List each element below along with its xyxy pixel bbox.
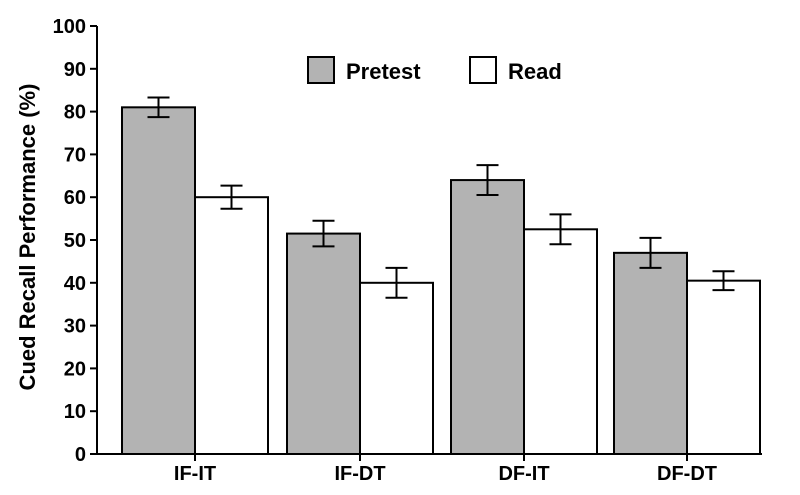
y-tick-label: 40 bbox=[64, 273, 86, 295]
bar-pretest-if-dt bbox=[286, 232, 361, 455]
error-bar-pretest-df-dt bbox=[639, 236, 662, 269]
y-tick-label: 30 bbox=[64, 316, 86, 338]
bar-pretest-if-it bbox=[121, 106, 196, 455]
y-axis-title: Cued Recall Performance (%) bbox=[15, 84, 40, 391]
y-tick-label: 100 bbox=[53, 16, 86, 38]
y-tick-label: 60 bbox=[64, 187, 86, 209]
error-bar-pretest-if-dt bbox=[312, 219, 335, 248]
y-axis-title-group: Cued Recall Performance (%) bbox=[15, 84, 40, 391]
y-tick-label: 20 bbox=[64, 358, 86, 380]
bar-read-if-dt bbox=[359, 281, 434, 455]
legend-label-pretest: Pretest bbox=[346, 59, 421, 84]
y-tick-label: 50 bbox=[64, 230, 86, 252]
bar-read-df-dt bbox=[686, 279, 761, 455]
x-tick-label: DF-DT bbox=[657, 463, 717, 485]
bar-pretest-df-dt bbox=[613, 251, 688, 455]
y-tick-label: 80 bbox=[64, 102, 86, 124]
legend-swatch-read bbox=[469, 56, 497, 84]
bar-pretest-df-it bbox=[450, 179, 525, 456]
bar-series-group bbox=[121, 96, 761, 456]
error-bar-read-df-it bbox=[549, 213, 572, 246]
legend-label-read: Read bbox=[508, 59, 562, 84]
bar-read-df-it bbox=[523, 228, 598, 455]
x-tick-label: DF-IT bbox=[498, 463, 549, 485]
legend: Pretest Read bbox=[307, 56, 562, 84]
error-bar-pretest-if-it bbox=[147, 96, 170, 119]
error-bar-read-df-dt bbox=[712, 270, 735, 292]
x-tick-label: IF-DT bbox=[334, 463, 385, 485]
error-bar-read-if-dt bbox=[385, 266, 408, 299]
bar-read-if-it bbox=[194, 196, 269, 455]
y-tick-label: 70 bbox=[64, 144, 86, 166]
x-tick-label: IF-IT bbox=[174, 463, 216, 485]
error-bar-read-if-it bbox=[220, 184, 243, 210]
y-tick-label: 90 bbox=[64, 59, 86, 81]
y-tick-label: 0 bbox=[75, 444, 86, 466]
y-tick-label: 10 bbox=[64, 401, 86, 423]
x-axis: IF-IT IF-DT DF-IT DF-DT bbox=[97, 453, 762, 485]
y-axis: 0 10 20 30 40 50 60 70 80 90 100 bbox=[53, 16, 98, 466]
error-bar-pretest-df-it bbox=[476, 164, 499, 197]
legend-swatch-pretest bbox=[307, 56, 335, 84]
